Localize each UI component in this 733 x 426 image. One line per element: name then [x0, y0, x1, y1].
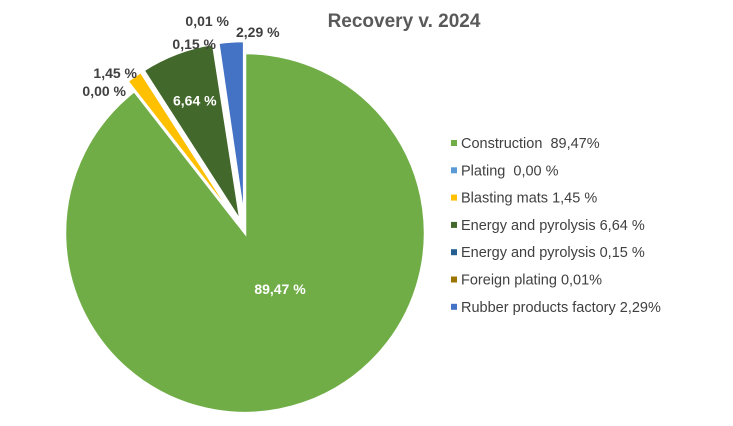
legend-label-rubber-products-factory-2-29: Rubber products factory 2,29%: [461, 300, 661, 316]
legend-swatch-plating-0-00: [451, 167, 457, 174]
pie-slice-blasting-mats-1-45: [125, 70, 240, 224]
data-label-foreign-plating-0-01: 0,01 %: [185, 13, 229, 29]
pie-slice-construction-89-47: [63, 51, 427, 415]
legend-swatch-foreign-plating-0-01: [451, 276, 457, 283]
legend-swatch-energy-and-pyrolysis-6-64: [451, 221, 457, 228]
legend-swatch-construction-89-47: [451, 140, 457, 146]
legend-label-construction-89-47: Construction 89,47%: [461, 136, 600, 152]
legend-swatch-blasting-mats-1-45: [451, 194, 457, 201]
legend-swatch-rubber-products-factory-2-29: [451, 303, 457, 310]
legend-swatch-energy-and-pyrolysis-0-15: [451, 249, 457, 256]
data-label-energy-and-pyrolysis-6-64: 6,64 %: [173, 93, 217, 109]
legend-label-plating-0-00: Plating 0,00 %: [461, 163, 559, 179]
data-label-energy-and-pyrolysis-0-15: 0,15 %: [172, 36, 216, 52]
legend-label-blasting-mats-1-45: Blasting mats 1,45 %: [461, 191, 597, 207]
data-label-plating-0-00: 0,00 %: [82, 83, 126, 99]
chart-title: Recovery v. 2024: [328, 11, 481, 32]
data-label-blasting-mats-1-45: 1,45 %: [93, 65, 137, 81]
data-label-rubber-products-factory-2-29: 2,29 %: [236, 24, 280, 40]
legend-label-energy-and-pyrolysis-0-15: Energy and pyrolysis 0,15 %: [461, 245, 645, 261]
pie-slice-rubber-products-factory-2-29: [216, 39, 246, 222]
legend-label-energy-and-pyrolysis-6-64: Energy and pyrolysis 6,64 %: [461, 218, 645, 234]
data-labels: 89,47 % 0,00 % 1,45 % 6,64 % 0,15 % 0,01 % 2,2…: [82, 13, 306, 297]
legend-label-foreign-plating-0-01: Foreign plating 0,01%: [461, 273, 602, 289]
pie-slice-energy-and-pyrolysis-6-64: [141, 42, 242, 223]
pie-slices: [63, 39, 427, 415]
legend: Construction 89,47% Plating 0,00 % Blastin…: [451, 136, 661, 316]
data-label-construction-89-47: 89,47 %: [254, 281, 306, 297]
